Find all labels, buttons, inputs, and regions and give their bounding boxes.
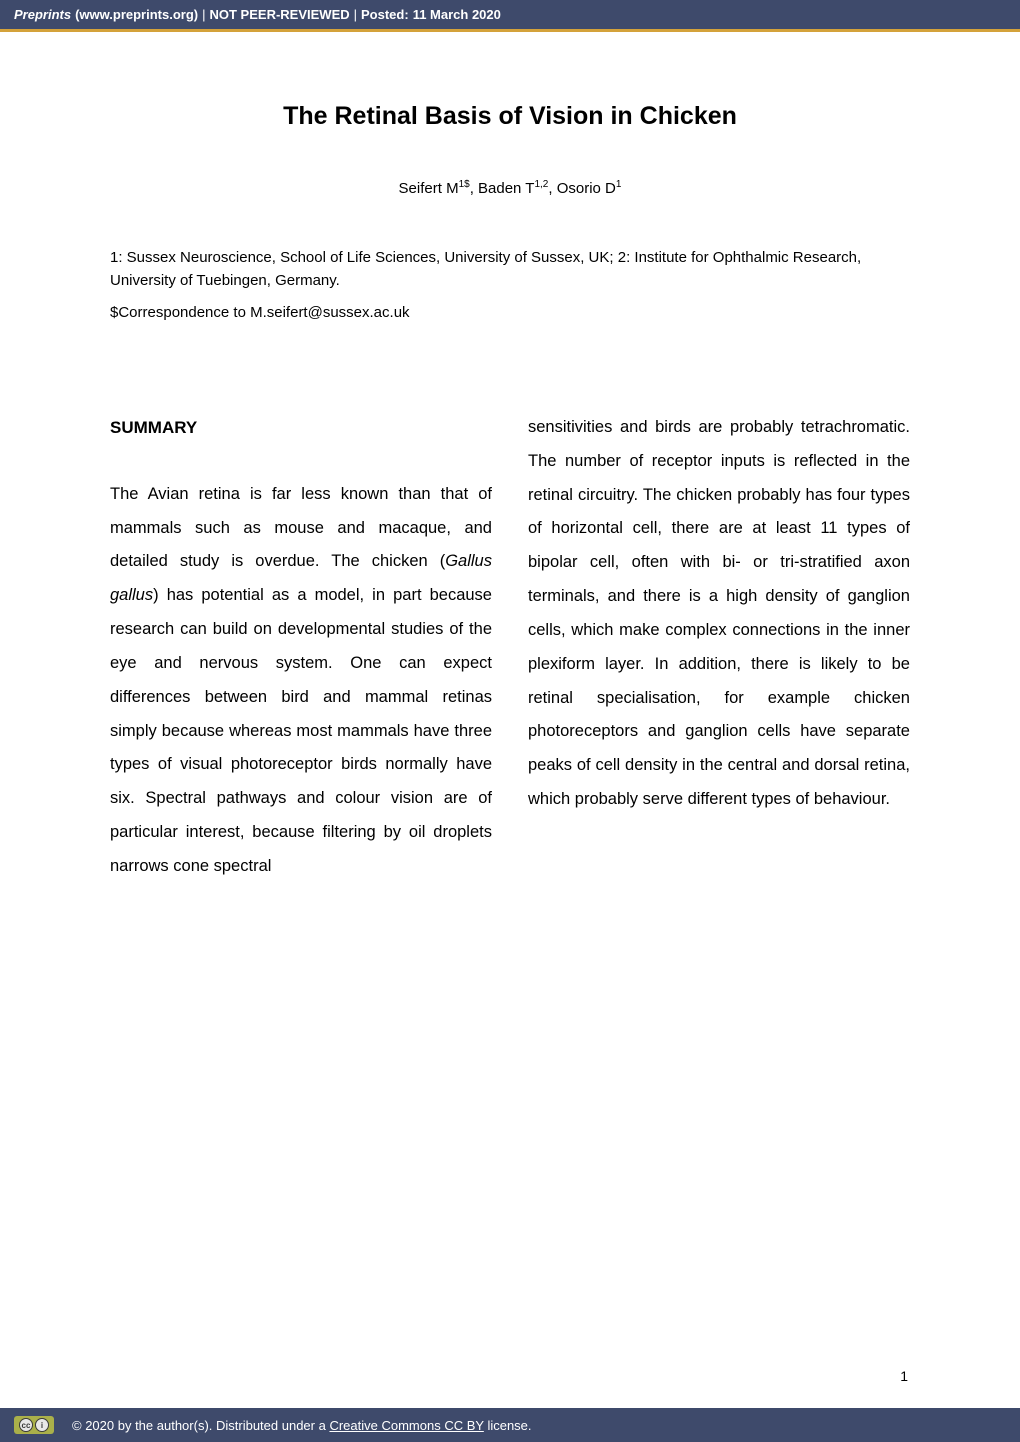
cc-by-link[interactable]: Creative Commons CC BY (329, 1418, 483, 1433)
license-footer-bar: cc i © 2020 by the author(s). Distribute… (0, 1408, 1020, 1442)
two-column-body: SUMMARY The Avian retina is far less kno… (110, 411, 910, 884)
separator: | (354, 7, 357, 22)
license-text: © 2020 by the author(s). Distributed und… (72, 1418, 532, 1433)
author-text: , Osorio D (548, 180, 616, 197)
column-right: sensitivities and birds are probably tet… (528, 411, 910, 884)
cc-by-badge-icon: cc i (14, 1416, 54, 1434)
author-sup: 1 (616, 179, 622, 190)
author-text: , Baden T (470, 180, 535, 197)
preprint-header-bar: Preprints (www.preprints.org) | NOT PEER… (0, 0, 1020, 29)
body-text: ) has potential as a model, in part beca… (110, 586, 492, 875)
site-url: (www.preprints.org) (75, 7, 198, 22)
author-line: Seifert M1$, Baden T1,2, Osorio D1 (110, 179, 910, 197)
license-suffix: license. (484, 1418, 532, 1433)
summary-paragraph-right: sensitivities and birds are probably tet… (528, 411, 910, 817)
license-prefix: © 2020 by the author(s). Distributed und… (72, 1418, 329, 1433)
separator: | (202, 7, 205, 22)
page-body: The Retinal Basis of Vision in Chicken S… (0, 32, 1020, 884)
correspondence: $Correspondence to M.seifert@sussex.ac.u… (110, 304, 910, 321)
affiliations: 1: Sussex Neuroscience, School of Life S… (110, 247, 910, 292)
summary-heading: SUMMARY (110, 411, 492, 446)
author-sup: 1$ (459, 179, 470, 190)
by-icon: i (35, 1418, 49, 1432)
summary-paragraph-left: The Avian retina is far less known than … (110, 478, 492, 884)
site-name: Preprints (14, 7, 71, 22)
paper-title: The Retinal Basis of Vision in Chicken (110, 102, 910, 131)
posted-label: Posted: (361, 7, 409, 22)
author-text: Seifert M (399, 180, 459, 197)
cc-icon: cc (19, 1418, 33, 1432)
page-number: 1 (900, 1368, 908, 1384)
column-left: SUMMARY The Avian retina is far less kno… (110, 411, 492, 884)
author-sup: 1,2 (534, 179, 548, 190)
not-peer-reviewed-label: NOT PEER-REVIEWED (210, 7, 350, 22)
posted-date: 11 March 2020 (413, 7, 501, 22)
body-text: The Avian retina is far less known than … (110, 485, 492, 571)
